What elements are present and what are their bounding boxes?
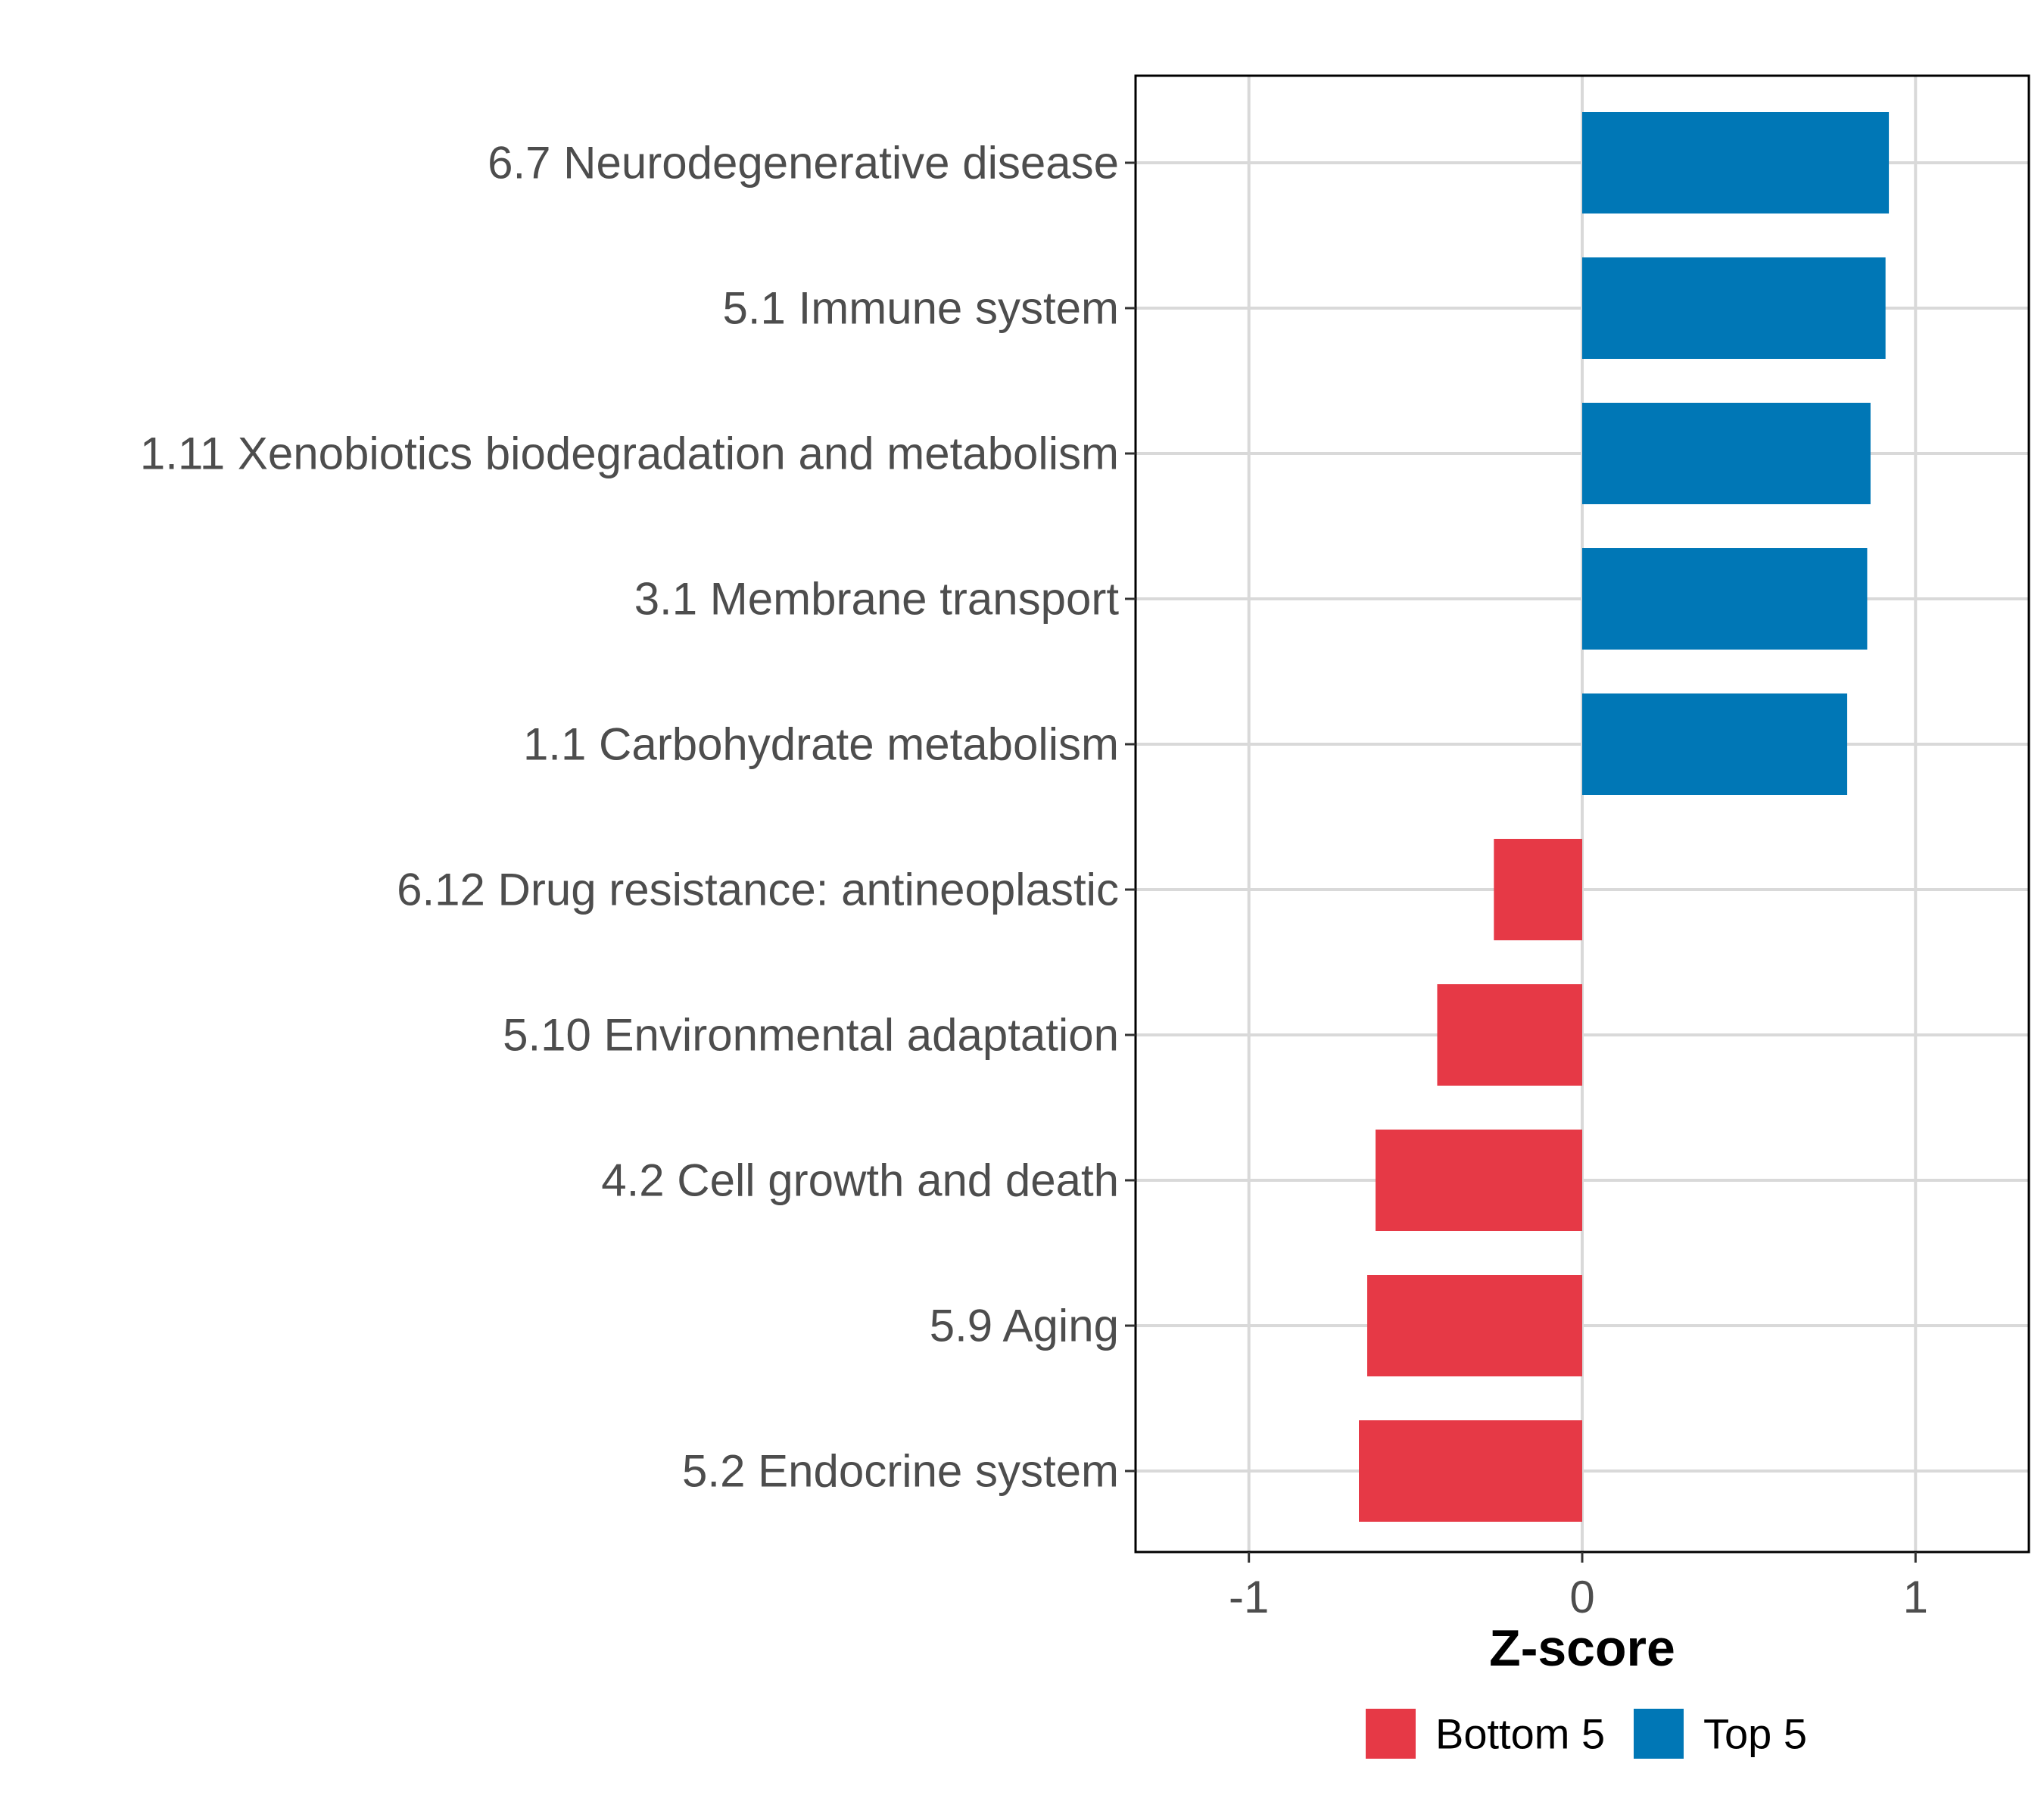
bars <box>1359 112 1890 1522</box>
y-tick-label: 3.1 Membrane transport <box>634 574 1120 625</box>
y-tick-label: 6.7 Neurodegenerative disease <box>488 138 1119 189</box>
legend: Bottom 5 Top 5 <box>1366 1709 1807 1759</box>
x-axis-title: Z-score <box>1489 1619 1675 1677</box>
legend-swatch <box>1366 1709 1416 1759</box>
x-tick-label: 0 <box>1569 1572 1594 1622</box>
bar <box>1582 403 1871 504</box>
x-axis: -1 0 1 <box>1229 1552 1928 1622</box>
y-tick-label: 6.12 Drug resistance: antineoplastic <box>397 865 1119 915</box>
y-tick-label: 4.2 Cell growth and death <box>601 1155 1119 1206</box>
bar <box>1582 693 1848 795</box>
y-tick-label: 1.1 Carbohydrate metabolism <box>523 719 1119 770</box>
y-tick-label: 5.10 Environmental adaptation <box>503 1010 1119 1061</box>
y-tick-label: 5.9 Aging <box>930 1301 1119 1351</box>
bar <box>1494 839 1582 940</box>
y-axis: 6.7 Neurodegenerative disease 5.1 Immune … <box>140 138 1136 1497</box>
bar <box>1437 984 1582 1086</box>
bar <box>1582 257 1886 359</box>
bar <box>1359 1420 1582 1522</box>
bar <box>1376 1130 1582 1231</box>
bar <box>1582 548 1868 650</box>
y-tick-label: 5.1 Immune system <box>722 283 1119 334</box>
y-tick-label: 1.11 Xenobiotics biodegradation and meta… <box>140 429 1119 479</box>
bar <box>1582 112 1890 213</box>
x-tick-label: 1 <box>1903 1572 1928 1622</box>
legend-swatch <box>1634 1709 1684 1759</box>
x-tick-label: -1 <box>1229 1572 1269 1622</box>
legend-label: Top 5 <box>1703 1710 1807 1758</box>
bar <box>1367 1275 1582 1376</box>
y-tick-label: 5.2 Endocrine system <box>682 1446 1119 1497</box>
legend-label: Bottom 5 <box>1435 1710 1605 1758</box>
